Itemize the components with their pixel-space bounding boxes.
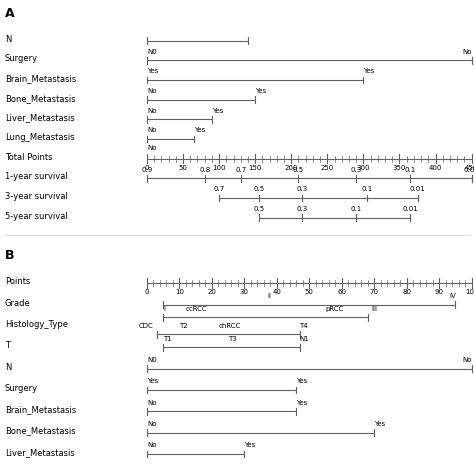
Text: Yes: Yes xyxy=(364,68,374,74)
Text: ccRCC: ccRCC xyxy=(186,306,208,312)
Text: Yes: Yes xyxy=(194,128,205,133)
Text: 3-year survival: 3-year survival xyxy=(5,192,68,201)
Text: Points: Points xyxy=(5,277,30,286)
Text: 0: 0 xyxy=(145,165,149,171)
Text: N0: N0 xyxy=(147,357,157,363)
Text: T: T xyxy=(5,341,10,350)
Text: 50: 50 xyxy=(179,165,187,171)
Text: 0.5: 0.5 xyxy=(293,167,304,173)
Text: CDC: CDC xyxy=(139,323,154,329)
Text: B: B xyxy=(5,249,14,262)
Text: chRCC: chRCC xyxy=(219,323,241,329)
Text: No: No xyxy=(147,400,156,405)
Text: 0.01: 0.01 xyxy=(464,167,474,173)
Text: Histology_Type: Histology_Type xyxy=(5,320,68,329)
Text: T2: T2 xyxy=(179,323,188,329)
Text: Surgery: Surgery xyxy=(5,55,38,64)
Text: 0.01: 0.01 xyxy=(402,206,418,212)
Text: 90: 90 xyxy=(435,289,444,295)
Text: I: I xyxy=(163,306,165,312)
Text: 0.9: 0.9 xyxy=(141,167,153,173)
Text: II: II xyxy=(267,293,271,299)
Text: 0.01: 0.01 xyxy=(410,186,425,192)
Text: 100: 100 xyxy=(465,289,474,295)
Text: Bone_Metastasis: Bone_Metastasis xyxy=(5,427,75,436)
Text: 70: 70 xyxy=(370,289,379,295)
Text: 100: 100 xyxy=(212,165,226,171)
Text: N: N xyxy=(5,363,11,372)
Text: 5-year survival: 5-year survival xyxy=(5,212,67,221)
Text: Yes: Yes xyxy=(245,442,255,448)
Text: 0.5: 0.5 xyxy=(253,206,264,212)
Text: 50: 50 xyxy=(305,289,314,295)
Text: N1: N1 xyxy=(300,336,310,342)
Text: 0.7: 0.7 xyxy=(213,186,225,192)
Text: 250: 250 xyxy=(321,165,334,171)
Text: T3: T3 xyxy=(228,336,237,342)
Text: 300: 300 xyxy=(356,165,370,171)
Text: Yes: Yes xyxy=(374,421,385,427)
Text: Brain_Metastasis: Brain_Metastasis xyxy=(5,74,76,83)
Text: 0.3: 0.3 xyxy=(296,186,308,192)
Text: pRCC: pRCC xyxy=(326,306,344,312)
Text: Yes: Yes xyxy=(296,400,308,405)
Text: 30: 30 xyxy=(240,289,249,295)
Text: 10: 10 xyxy=(175,289,184,295)
Text: Liver_Metastasis: Liver_Metastasis xyxy=(5,448,74,457)
Text: 0.3: 0.3 xyxy=(351,167,362,173)
Text: A: A xyxy=(5,7,14,20)
Text: No: No xyxy=(147,421,156,427)
Text: T1: T1 xyxy=(163,336,172,342)
Text: Yes: Yes xyxy=(255,88,266,94)
Text: Brain_Metastasis: Brain_Metastasis xyxy=(5,405,76,414)
Text: 0.5: 0.5 xyxy=(253,186,264,192)
Text: Surgery: Surgery xyxy=(5,384,38,393)
Text: T4: T4 xyxy=(300,323,308,329)
Text: 350: 350 xyxy=(393,165,406,171)
Text: 0: 0 xyxy=(145,289,149,295)
Text: III: III xyxy=(371,306,377,312)
Text: No: No xyxy=(147,128,156,133)
Text: 0.1: 0.1 xyxy=(361,186,373,192)
Text: 0.1: 0.1 xyxy=(351,206,362,212)
Text: 40: 40 xyxy=(273,289,281,295)
Text: No: No xyxy=(462,357,472,363)
Text: Total Points: Total Points xyxy=(5,153,52,162)
Text: Yes: Yes xyxy=(147,378,158,384)
Text: No: No xyxy=(147,145,156,151)
Text: 200: 200 xyxy=(284,165,298,171)
Text: No: No xyxy=(462,49,472,55)
Text: Bone_Metastasis: Bone_Metastasis xyxy=(5,94,75,103)
Text: 80: 80 xyxy=(402,289,411,295)
Text: N: N xyxy=(5,35,11,44)
Text: 0.7: 0.7 xyxy=(235,167,246,173)
Text: IV: IV xyxy=(449,293,456,299)
Text: Liver_Metastasis: Liver_Metastasis xyxy=(5,113,74,122)
Text: Yes: Yes xyxy=(296,378,308,384)
Text: 60: 60 xyxy=(337,289,346,295)
Text: No: No xyxy=(147,442,156,448)
Text: 1-year survival: 1-year survival xyxy=(5,173,67,182)
Text: Lung_Metastasis: Lung_Metastasis xyxy=(5,133,74,142)
Text: 0.1: 0.1 xyxy=(405,167,416,173)
Text: No: No xyxy=(147,108,156,114)
Text: 20: 20 xyxy=(208,289,216,295)
Text: 0.3: 0.3 xyxy=(296,206,308,212)
Text: Yes: Yes xyxy=(212,108,223,114)
Text: 0.8: 0.8 xyxy=(199,167,210,173)
Text: No: No xyxy=(147,88,156,94)
Text: 450: 450 xyxy=(465,165,474,171)
Text: N0: N0 xyxy=(147,49,157,55)
Text: 400: 400 xyxy=(429,165,442,171)
Text: Grade: Grade xyxy=(5,299,30,308)
Text: Yes: Yes xyxy=(147,68,158,74)
Text: 150: 150 xyxy=(248,165,262,171)
